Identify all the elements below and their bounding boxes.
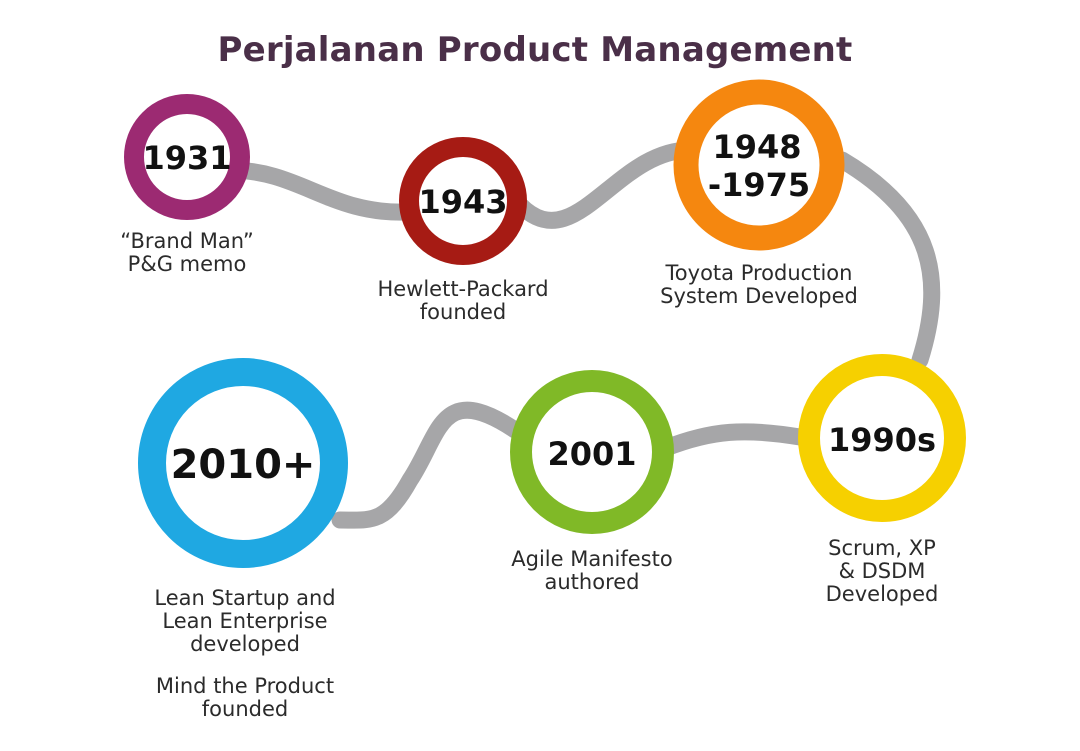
- milestone-2010-extra-caption: Mind the Product founded: [125, 675, 365, 721]
- milestone-2010-year: 2010+: [171, 442, 316, 488]
- caption-line: Hewlett-Packard: [377, 277, 549, 301]
- milestone-1931-ring: [124, 94, 250, 220]
- caption-line: Agile Manifesto: [511, 547, 673, 571]
- caption-line: Developed: [825, 582, 939, 606]
- milestone-1990: 1990s: [798, 354, 966, 522]
- milestone-1948-ring: [673, 79, 845, 251]
- milestone-1931-caption: “Brand Man” P&G memo: [87, 230, 287, 276]
- caption-line: authored: [544, 570, 640, 594]
- caption-line: & DSDM: [838, 559, 926, 583]
- caption-line: founded: [419, 300, 507, 324]
- timeline-connector-path: [221, 141, 941, 529]
- milestone-1990-ring: [798, 354, 966, 522]
- caption-line: founded: [201, 697, 289, 721]
- caption-line: Mind the Product: [155, 674, 335, 698]
- caption-line: developed: [190, 632, 300, 656]
- page-title: Perjalanan Product Management: [217, 30, 853, 70]
- milestone-1990-year: 1990s: [828, 421, 936, 459]
- caption-line: “Brand Man”: [120, 229, 254, 253]
- milestone-1990-caption: Scrum, XP & DSDM Developed: [792, 537, 972, 606]
- caption-line: System Developed: [660, 284, 858, 308]
- milestone-2010: 2010+: [138, 358, 348, 568]
- milestone-1943-ring: [399, 137, 527, 265]
- milestone-1948-caption: Toyota Production System Developed: [629, 262, 889, 308]
- milestone-1931-year: 1931: [142, 139, 231, 177]
- milestone-1943-year: 1943: [418, 183, 507, 221]
- milestone-1943: 1943: [399, 137, 527, 265]
- milestone-2001: 2001: [510, 370, 674, 534]
- milestone-2001-year: 2001: [547, 435, 636, 473]
- caption-line: Toyota Production: [665, 261, 853, 285]
- milestone-1948-year-line1: 1948: [712, 128, 801, 166]
- milestone-1948: 1948 -1975: [673, 79, 845, 251]
- caption-line: Lean Enterprise: [162, 609, 328, 633]
- milestone-1931: 1931: [124, 94, 250, 220]
- caption-line: Scrum, XP: [828, 536, 936, 560]
- caption-line: Lean Startup and: [154, 586, 336, 610]
- milestone-1948-year-line2: -1975: [708, 166, 810, 204]
- milestone-2001-caption: Agile Manifesto authored: [482, 548, 702, 594]
- milestone-2010-caption: Lean Startup and Lean Enterprise develop…: [125, 587, 365, 656]
- milestone-1943-caption: Hewlett-Packard founded: [343, 278, 583, 324]
- caption-line: P&G memo: [127, 252, 247, 276]
- milestone-2010-ring: [138, 358, 348, 568]
- milestone-2001-ring: [510, 370, 674, 534]
